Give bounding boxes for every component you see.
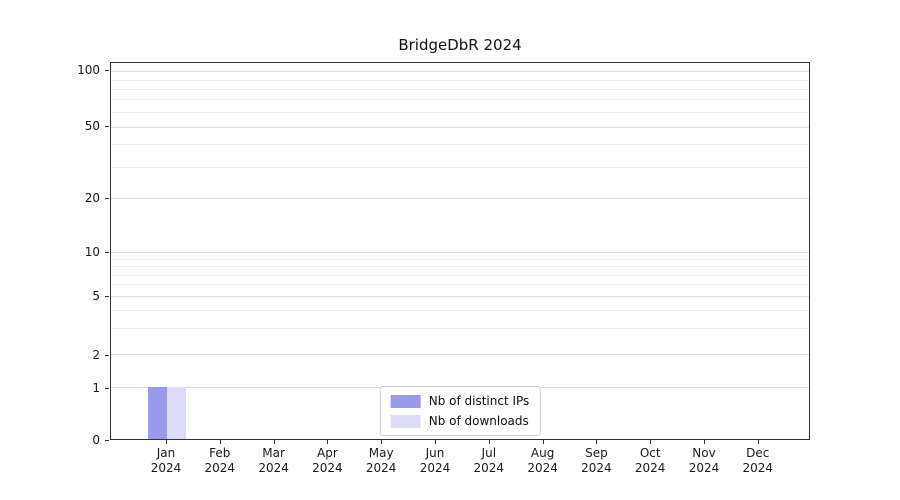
y-tick-mark xyxy=(105,295,109,297)
y-tick-label: 20 xyxy=(84,191,100,206)
y-tick-mark xyxy=(105,125,109,127)
x-tick-label: Feb 2024 xyxy=(204,446,236,475)
y-tick-mark xyxy=(105,440,109,441)
minor-gridline xyxy=(111,258,809,260)
x-tick-label: Jun 2024 xyxy=(419,446,451,475)
legend-label-downloads: Nb of downloads xyxy=(428,414,529,428)
y-tick-mark xyxy=(105,69,109,71)
bar-downloads xyxy=(167,387,186,439)
x-tick-label: Jul 2024 xyxy=(473,446,505,475)
x-tick-label: Aug 2024 xyxy=(527,446,558,475)
y-tick-mark xyxy=(105,354,109,356)
minor-gridline xyxy=(111,284,809,286)
legend: Nb of distinct IPs Nb of downloads xyxy=(379,386,541,436)
x-tick-label: Dec 2024 xyxy=(742,446,774,475)
minor-gridline xyxy=(111,111,809,113)
chart-title: BridgeDbR 2024 xyxy=(398,36,522,54)
minor-gridline xyxy=(111,144,809,146)
minor-gridline xyxy=(111,328,809,330)
plot-area: Nb of distinct IPs Nb of downloads xyxy=(110,62,810,440)
y-tick-label: 10 xyxy=(84,245,100,260)
y-tick-label: 5 xyxy=(92,288,100,303)
minor-gridline xyxy=(111,79,809,81)
major-gridline xyxy=(111,198,809,200)
major-gridline xyxy=(111,252,809,254)
x-tick-label: Sep 2024 xyxy=(581,446,612,475)
minor-gridline xyxy=(111,266,809,268)
x-tick-mark xyxy=(650,440,652,444)
y-tick-label: 0 xyxy=(92,433,100,447)
y-tick-mark xyxy=(105,387,109,389)
x-tick-label: Mar 2024 xyxy=(258,446,289,475)
minor-gridline xyxy=(111,310,809,312)
legend-swatch-distinct-ips xyxy=(390,394,421,408)
minor-gridline xyxy=(111,99,809,101)
legend-entry-distinct-ips: Nb of distinct IPs xyxy=(390,394,530,408)
major-gridline xyxy=(111,295,809,297)
x-tick-label: Jan 2024 xyxy=(150,446,182,475)
x-tick-label: Oct 2024 xyxy=(634,446,666,475)
x-tick-mark xyxy=(381,440,383,444)
y-tick-label: 1 xyxy=(92,380,100,395)
y-tick-mark xyxy=(105,198,109,200)
x-tick-mark xyxy=(273,440,275,444)
bar-distinct-ips xyxy=(148,387,167,439)
legend-swatch-downloads xyxy=(390,414,421,428)
minor-gridline xyxy=(111,274,809,276)
x-tick-mark xyxy=(596,440,598,444)
x-tick-label: Nov 2024 xyxy=(688,446,720,475)
legend-label-distinct-ips: Nb of distinct IPs xyxy=(428,394,530,408)
major-gridline xyxy=(111,126,809,128)
y-tick-label: 100 xyxy=(77,62,100,77)
x-tick-mark xyxy=(757,440,759,444)
y-tick-label: 2 xyxy=(92,347,100,362)
x-tick-label: May 2024 xyxy=(365,446,397,475)
y-tick-label: 50 xyxy=(84,118,100,133)
x-tick-mark xyxy=(219,440,221,444)
major-gridline xyxy=(111,70,809,72)
x-tick-mark xyxy=(488,440,490,444)
x-tick-mark xyxy=(166,440,167,444)
major-gridline xyxy=(111,354,809,356)
x-tick-mark xyxy=(327,440,329,444)
y-tick-mark xyxy=(105,252,109,254)
x-tick-label: Apr 2024 xyxy=(312,446,343,475)
minor-gridline xyxy=(111,88,809,90)
minor-gridline xyxy=(111,166,809,168)
x-tick-mark xyxy=(704,440,705,444)
x-tick-mark xyxy=(435,440,436,444)
legend-entry-downloads: Nb of downloads xyxy=(390,414,530,428)
x-tick-mark xyxy=(542,440,544,444)
